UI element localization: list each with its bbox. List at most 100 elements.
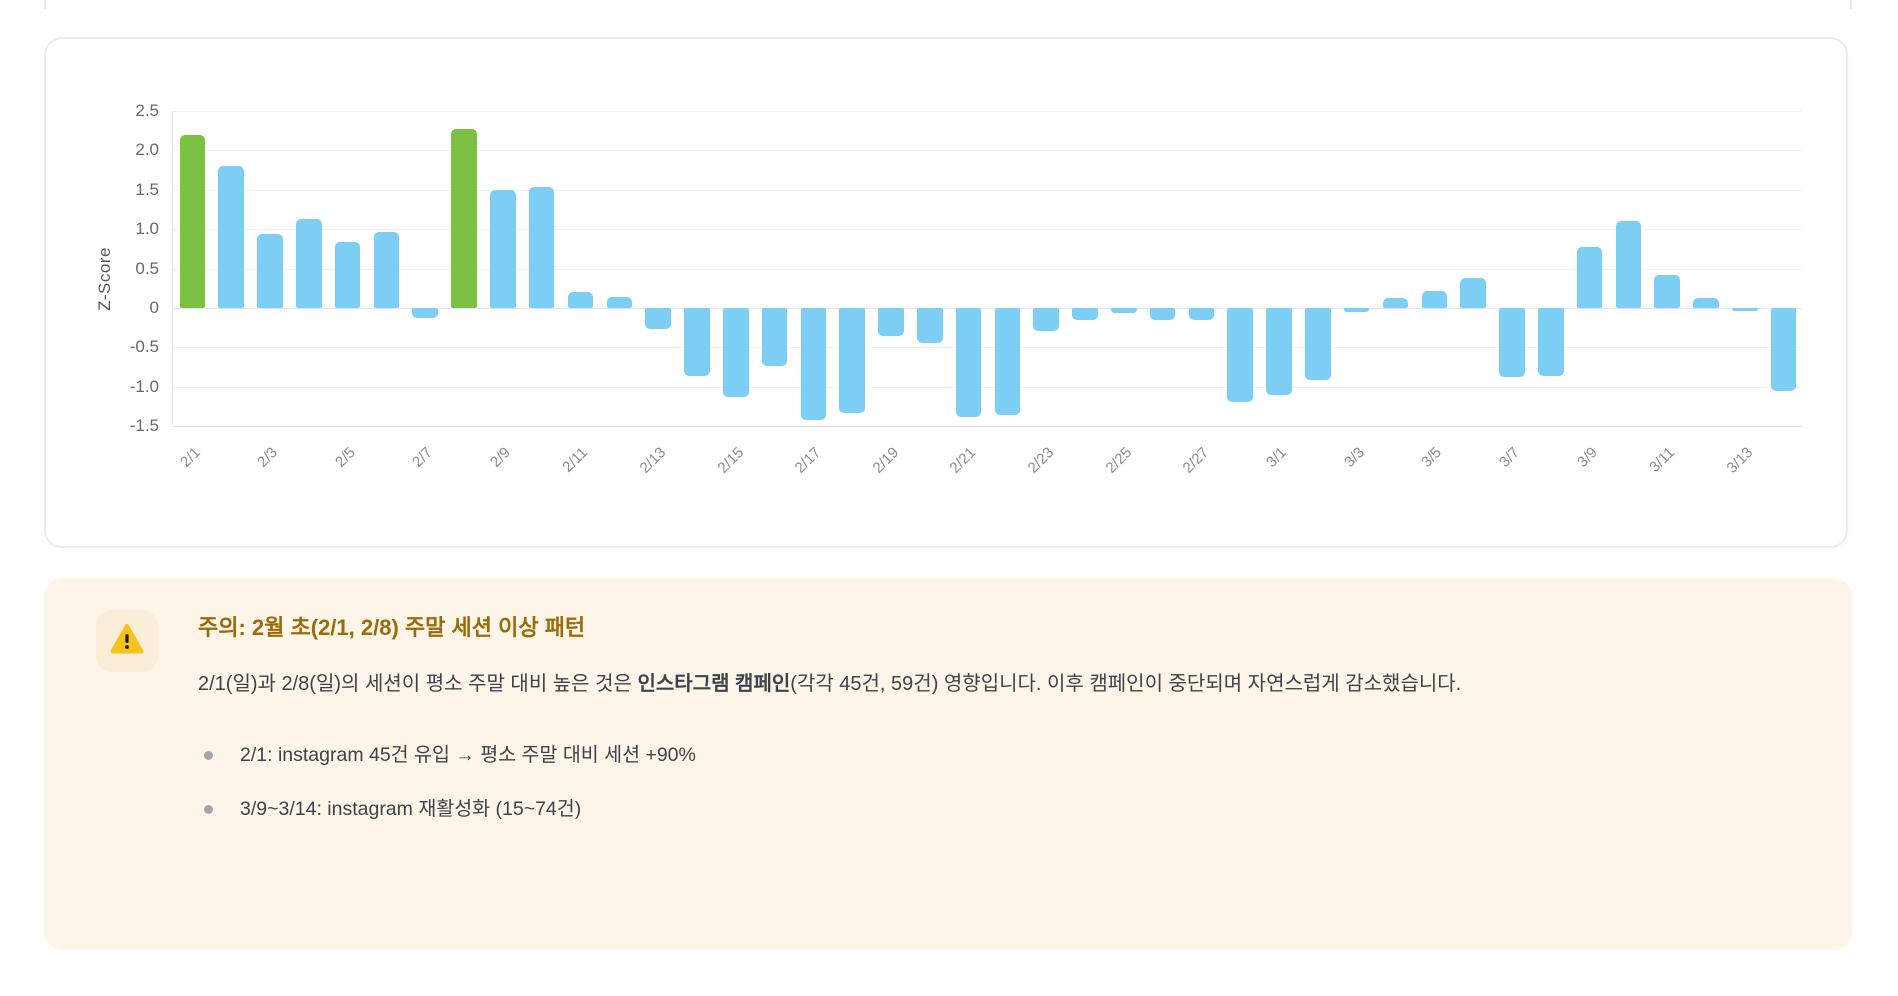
bar-2/21	[955, 307, 982, 417]
warning-body-text-suffix: (각각 45건, 59건) 영향입니다. 이후 캠페인이 중단되며 자연스럽게 …	[790, 673, 1462, 695]
warning-title: 주의: 2월 초(2/1, 2/8) 주말 세션 이상 패턴	[198, 615, 586, 640]
x-tick-label-2/11: 2/11	[559, 444, 592, 476]
bullet-icon	[204, 751, 213, 760]
bar-2/25	[1111, 307, 1137, 314]
x-tick-label-3/7: 3/7	[1496, 444, 1523, 471]
x-tick-label-2/23: 2/23	[1024, 444, 1058, 477]
bar-2/5	[334, 241, 361, 308]
x-tick-label-2/7: 2/7	[409, 444, 437, 471]
bar-3/10	[1615, 221, 1642, 308]
bar-2/17	[800, 307, 827, 420]
warning-body-text: 2/1(일)과 2/8(일)의 세션이 평소 주말 대비 높은 것은	[198, 673, 638, 695]
bar-2/3	[257, 233, 283, 308]
bullet-text: 3/9~3/14: instagram 재활성화 (15~74건)	[240, 798, 582, 820]
y-tick-label: 0	[149, 297, 159, 317]
x-tick-label-2/21: 2/21	[946, 444, 980, 477]
x-tick-label-2/19: 2/19	[869, 444, 903, 477]
bullet-icon	[204, 805, 213, 814]
x-tick-label-2/13: 2/13	[636, 444, 670, 477]
y-tick-label: -1.0	[129, 376, 159, 396]
gridline-y-0	[173, 307, 1802, 309]
gridline-y--0.5	[173, 347, 1802, 349]
bar-3/14	[1770, 307, 1797, 392]
gridline-y-2	[173, 150, 1802, 152]
bar-2/10	[528, 186, 555, 308]
warning-icon-chip	[96, 610, 158, 672]
bar-3/3	[1343, 307, 1370, 312]
x-tick-label-2/25: 2/25	[1102, 444, 1135, 477]
gridline-y--1.5	[173, 426, 1802, 427]
zscore-chart-card: Z-Score 2.5 2.0 1.5 1.0 0.5 0 -0.5 -1.0 -1.5 2/1 2…	[44, 37, 1848, 548]
bar-3/6	[1460, 277, 1486, 308]
y-tick-label: 2.5	[135, 101, 159, 120]
warning-body-bold: 인스타그램 캠페인	[637, 673, 791, 695]
x-tick-label-3/1: 3/1	[1263, 444, 1291, 471]
bar-2/4	[296, 218, 322, 308]
warning-callout: 주의: 2월 초(2/1, 2/8) 주말 세션 이상 패턴 2/1(일)과 2…	[44, 578, 1852, 950]
bar-3/13	[1731, 307, 1758, 312]
bar-3/9	[1576, 247, 1603, 308]
bar-3/1	[1266, 307, 1292, 395]
bar-2/16	[761, 307, 788, 367]
warning-bullet-list: 2/1: instagram 45건 유입 → 평소 주말 대비 세션 +90%…	[198, 742, 1782, 822]
y-tick-label: 0.5	[135, 258, 159, 278]
x-tick-label-3/11: 3/11	[1646, 444, 1679, 476]
bar-2/1	[179, 134, 206, 308]
bar-2/2	[218, 166, 245, 308]
bar-chart-plot-area: 2.5 2.0 1.5 1.0 0.5 0 -0.5 -1.0 -1.5 2/1 2/3 2/5 2/7…	[130, 101, 1802, 477]
bar-2/15	[722, 307, 749, 397]
list-item: 2/1: instagram 45건 유입 → 평소 주말 대비 세션 +90%	[198, 742, 1782, 768]
x-tick-label-3/3: 3/3	[1340, 444, 1368, 471]
bar-2/9	[490, 189, 516, 308]
warning-body: 2/1(일)과 2/8(일)의 세션이 평소 주말 대비 높은 것은 인스타그램…	[198, 668, 1782, 700]
y-tick-label: 1.0	[135, 219, 159, 239]
bar-2/14	[684, 307, 710, 377]
x-tick-label-2/27: 2/27	[1179, 444, 1213, 477]
bar-3/4	[1382, 297, 1409, 308]
gridline-y-1.5	[173, 189, 1802, 191]
bar-2/18	[839, 307, 865, 413]
previous-card-sliver	[44, 0, 1852, 9]
gridline-y--1	[173, 386, 1802, 388]
warning-triangle-icon	[110, 623, 144, 660]
x-axis-tick-labels: 2/1 2/3 2/5 2/7 2/9 2/11 2/13 2/15 2/17 2/19 2/21 2…	[173, 426, 1802, 506]
bullet-text: 2/1: instagram 45건 유입 → 평소 주말 대비 세션 +90%	[240, 744, 696, 766]
bar-2/8	[451, 129, 477, 308]
y-tick-label: 1.5	[135, 179, 159, 199]
gridline-y-1	[173, 229, 1802, 231]
x-tick-label-2/17: 2/17	[791, 444, 825, 477]
x-tick-label-3/5: 3/5	[1418, 444, 1446, 471]
y-tick-label: -1.5	[129, 416, 159, 435]
bar-2/27	[1188, 307, 1215, 321]
bar-2/22	[994, 307, 1021, 415]
x-tick-label-2/9: 2/9	[487, 444, 514, 471]
warning-content: 주의: 2월 초(2/1, 2/8) 주말 세션 이상 패턴 2/1(일)과 2…	[198, 614, 1782, 850]
bar-3/2	[1305, 307, 1331, 381]
bar-2/28	[1227, 307, 1254, 403]
bar-2/13	[645, 307, 671, 330]
bar-3/7	[1499, 307, 1525, 378]
bar-2/19	[878, 307, 904, 337]
gridline-y-0.5	[173, 268, 1802, 270]
x-tick-label-3/9: 3/9	[1573, 444, 1601, 471]
bar-2/23	[1033, 307, 1060, 331]
x-tick-label-2/5: 2/5	[331, 444, 359, 471]
bar-2/11	[567, 292, 594, 308]
y-tick-label: 2.0	[135, 140, 159, 160]
gridline-y-2.5	[173, 111, 1802, 112]
bar-2/20	[916, 307, 943, 344]
bar-3/8	[1537, 307, 1564, 377]
bar-2/12	[606, 296, 633, 308]
bar-2/24	[1072, 307, 1098, 321]
x-tick-label-3/13: 3/13	[1723, 444, 1756, 477]
bar-2/6	[373, 232, 400, 308]
list-item: 3/9~3/14: instagram 재활성화 (15~74건)	[198, 796, 1782, 822]
bar-3/12	[1693, 298, 1719, 308]
bar-2/26	[1149, 307, 1176, 320]
bar-2/7	[412, 307, 439, 319]
bar-3/11	[1654, 274, 1680, 308]
y-tick-label: -0.5	[129, 337, 159, 357]
x-tick-label-2/15: 2/15	[714, 444, 747, 477]
bar-3/5	[1421, 290, 1448, 308]
x-tick-label-2/3: 2/3	[254, 444, 282, 471]
